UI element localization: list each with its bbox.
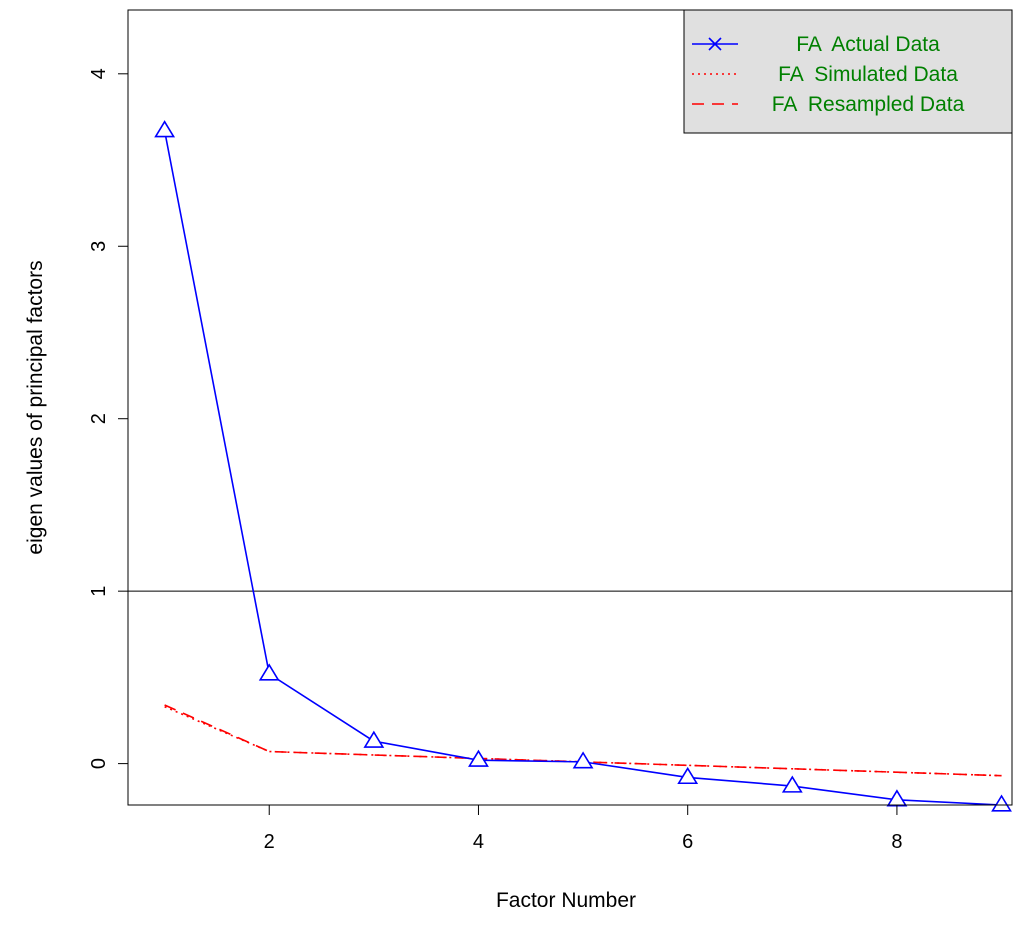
legend-label: FA Actual Data	[796, 33, 940, 56]
series-layer	[156, 122, 1011, 811]
x-tick-label: 8	[891, 831, 902, 853]
data-point	[574, 753, 592, 768]
y-tick-label: 3	[88, 241, 110, 252]
y-tick-label: 0	[88, 758, 110, 769]
data-point	[993, 796, 1011, 811]
y-tick-label: 1	[88, 586, 110, 597]
data-point	[365, 732, 383, 747]
x-axis-label: Factor Number	[496, 889, 636, 912]
x-axis: 2 4 6 8	[264, 805, 903, 853]
x-tick-label: 2	[264, 831, 275, 853]
y-axis-label: eigen values of principal factors	[24, 260, 47, 554]
legend-label: FA Resampled Data	[772, 93, 965, 116]
series-clip-group	[165, 131, 1002, 805]
x-tick-label: 6	[682, 831, 693, 853]
legend-label: FA Simulated Data	[778, 63, 958, 86]
legend: FA Actual Data FA Simulated Data FA Resamp…	[684, 10, 1012, 133]
y-tick-label: 4	[88, 68, 110, 79]
y-axis: 0 1 2 3 4	[88, 68, 128, 769]
data-point	[156, 122, 174, 137]
data-point	[783, 777, 801, 792]
y-tick-label: 2	[88, 413, 110, 424]
data-point	[260, 665, 278, 680]
x-tick-label: 4	[473, 831, 484, 853]
series-line	[165, 131, 1002, 805]
